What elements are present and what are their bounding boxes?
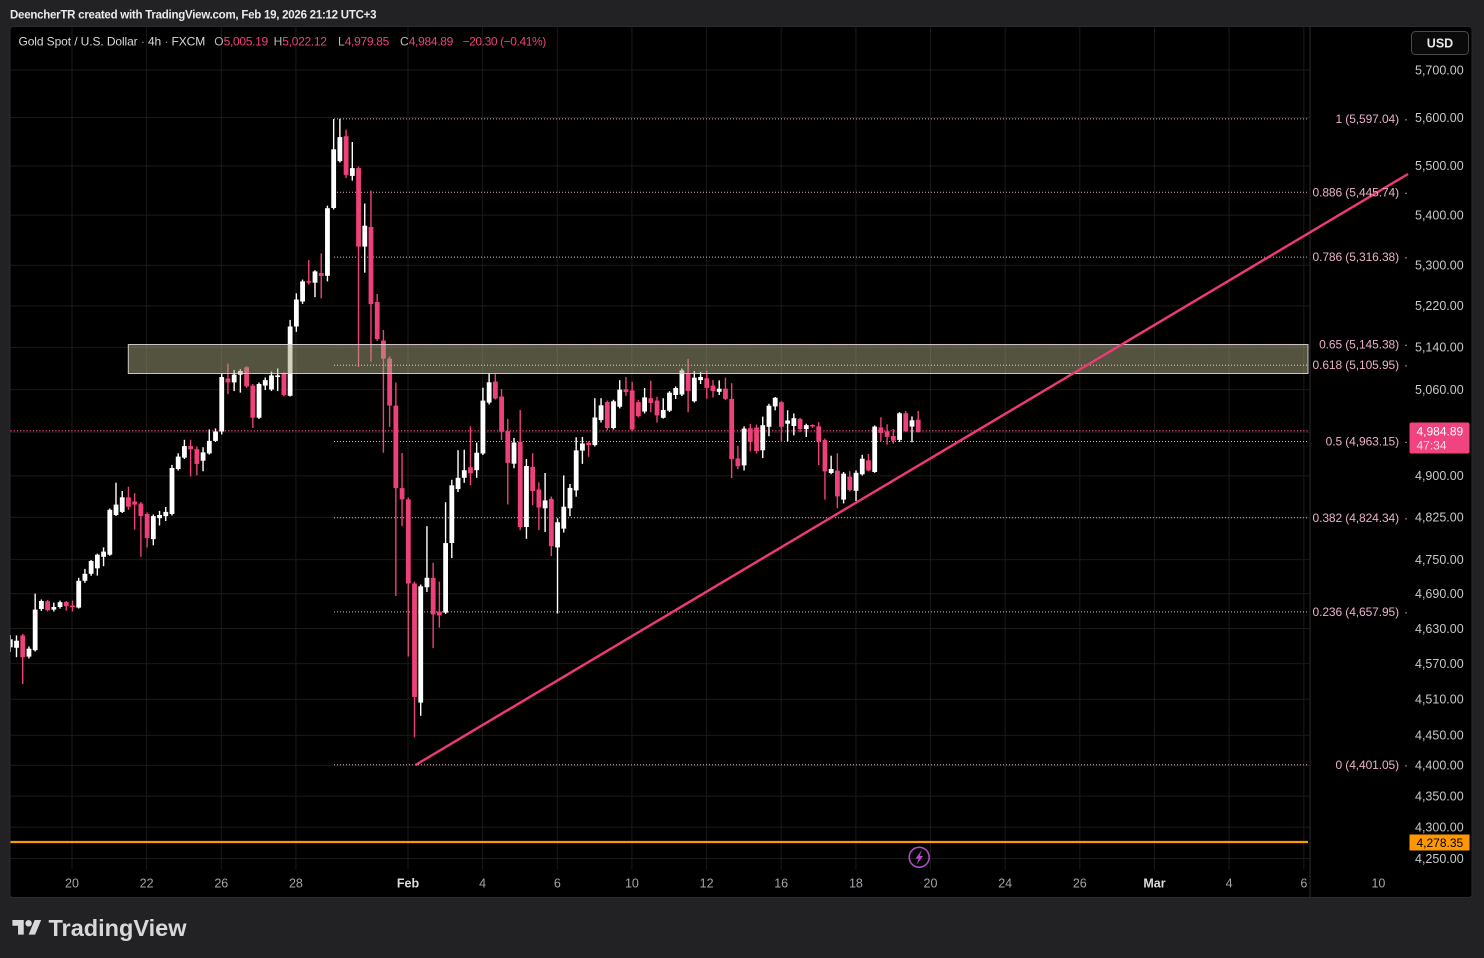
svg-text:22: 22 [140,877,154,891]
svg-text:Mar: Mar [1143,877,1165,891]
svg-text:·: · [1404,358,1408,372]
svg-text:·: · [1404,435,1408,449]
svg-text:24: 24 [998,877,1012,891]
svg-text:4,250.00: 4,250.00 [1415,852,1464,866]
svg-text:Feb: Feb [397,877,420,891]
svg-text:4,900.00: 4,900.00 [1415,469,1464,483]
svg-text:4,825.00: 4,825.00 [1415,511,1464,525]
svg-text:28: 28 [289,877,303,891]
svg-text:·: · [1404,112,1408,126]
svg-text:H: H [274,35,283,49]
svg-text:26: 26 [214,877,228,891]
svg-text:·: · [1404,511,1408,525]
svg-text:·: · [1404,338,1408,352]
svg-text:4,690.00: 4,690.00 [1415,587,1464,601]
svg-text:5,700.00: 5,700.00 [1415,63,1464,77]
svg-text:6: 6 [554,877,561,891]
svg-text:4,300.00: 4,300.00 [1415,820,1464,834]
svg-text:16: 16 [774,877,788,891]
svg-text:47:34: 47:34 [1417,439,1447,453]
svg-text:0.786 (5,316.38): 0.786 (5,316.38) [1313,250,1400,264]
svg-text:4,278.35: 4,278.35 [1417,836,1464,850]
svg-text:5,022.12: 5,022.12 [282,35,327,49]
svg-text:·: · [1404,185,1408,199]
svg-text:5,400.00: 5,400.00 [1415,208,1464,222]
svg-text:4,984.89: 4,984.89 [1417,425,1464,439]
svg-text:4,570.00: 4,570.00 [1415,657,1464,671]
svg-text:·: · [1404,605,1408,619]
svg-text:4,510.00: 4,510.00 [1415,693,1464,707]
svg-text:4,350.00: 4,350.00 [1415,789,1464,803]
svg-text:5,060.00: 5,060.00 [1415,383,1464,397]
svg-text:−20.30 (−0.41%): −20.30 (−0.41%) [463,35,547,49]
svg-text:USD: USD [1427,37,1453,51]
svg-text:5,140.00: 5,140.00 [1415,341,1464,355]
svg-text:4,450.00: 4,450.00 [1415,729,1464,743]
svg-text:26: 26 [1073,877,1087,891]
svg-text:4,400.00: 4,400.00 [1415,759,1464,773]
svg-text:10: 10 [625,877,639,891]
svg-text:C: C [400,35,409,49]
svg-text:20: 20 [65,877,79,891]
svg-text:TradingView: TradingView [49,915,188,941]
svg-text:L: L [338,35,345,49]
svg-text:5,500.00: 5,500.00 [1415,159,1464,173]
svg-text:0.382 (4,824.34): 0.382 (4,824.34) [1313,511,1400,525]
svg-text:4,750.00: 4,750.00 [1415,553,1464,567]
svg-text:5,600.00: 5,600.00 [1415,111,1464,125]
svg-text:4: 4 [479,877,486,891]
svg-text:5,220.00: 5,220.00 [1415,299,1464,313]
svg-text:·: · [1404,250,1408,264]
svg-text:6: 6 [1300,877,1307,891]
svg-text:10: 10 [1371,877,1385,891]
svg-text:DeencherTR created with Tradin: DeencherTR created with TradingView.com,… [10,10,376,22]
svg-text:20: 20 [924,877,938,891]
svg-text:·: · [1404,758,1408,772]
svg-text:0.5 (4,963.15): 0.5 (4,963.15) [1326,435,1399,449]
svg-text:4,979.85: 4,979.85 [345,35,390,49]
svg-text:4: 4 [1226,877,1233,891]
svg-text:1 (5,597.04): 1 (5,597.04) [1335,112,1399,126]
svg-text:0.236 (4,657.95): 0.236 (4,657.95) [1313,605,1400,619]
svg-text:0.65 (5,145.38): 0.65 (5,145.38) [1319,338,1399,352]
svg-text:18: 18 [849,877,863,891]
svg-text:0.618 (5,105.95): 0.618 (5,105.95) [1313,358,1400,372]
svg-text:O: O [214,35,223,49]
svg-text:0.886 (5,445.74): 0.886 (5,445.74) [1313,185,1400,199]
svg-text:0 (4,401.05): 0 (4,401.05) [1335,758,1399,772]
svg-text:12: 12 [700,877,714,891]
svg-text:4,630.00: 4,630.00 [1415,622,1464,636]
svg-text:Gold Spot / U.S. Dollar · 4h ·: Gold Spot / U.S. Dollar · 4h · FXCM [19,35,206,49]
svg-text:4,984.89: 4,984.89 [409,35,454,49]
svg-text:5,005.19: 5,005.19 [224,35,269,49]
svg-text:5,300.00: 5,300.00 [1415,259,1464,273]
